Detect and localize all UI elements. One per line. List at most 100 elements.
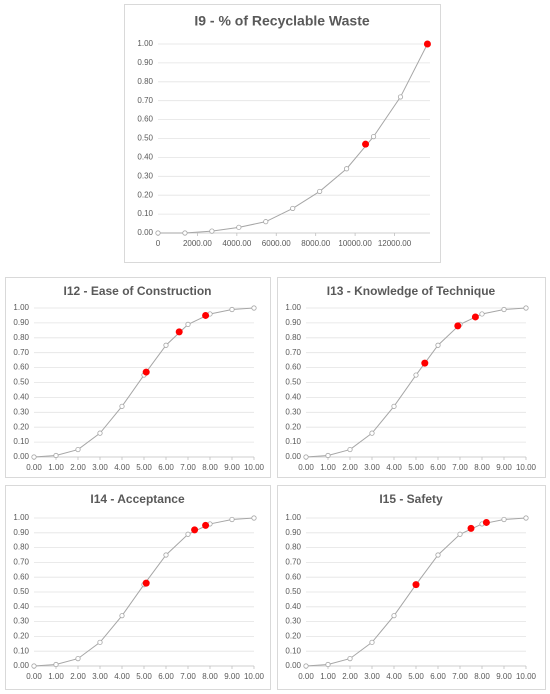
curve-marker bbox=[303, 663, 309, 669]
x-tick-label: 9.00 bbox=[224, 672, 240, 681]
y-tick-label: 0.40 bbox=[285, 602, 301, 611]
y-tick-label: 0.10 bbox=[13, 646, 29, 655]
y-tick-label: 0.70 bbox=[285, 348, 301, 357]
chart-frame bbox=[277, 277, 546, 478]
curve-marker bbox=[185, 531, 191, 537]
curve-marker bbox=[457, 531, 463, 537]
curve-marker bbox=[413, 372, 419, 378]
y-tick-label: 0.50 bbox=[137, 134, 153, 143]
curve-marker bbox=[397, 94, 404, 100]
x-tick-label: 10.00 bbox=[516, 672, 537, 681]
curve-marker bbox=[75, 655, 81, 662]
y-tick-label: 1.00 bbox=[285, 303, 301, 312]
y-tick-label: 0.90 bbox=[285, 318, 301, 327]
x-tick-label: 0.00 bbox=[26, 672, 42, 681]
x-tick-label: 8000.00 bbox=[301, 239, 330, 248]
y-tick-label: 0.50 bbox=[285, 378, 301, 387]
y-tick-label: 0.90 bbox=[285, 528, 301, 537]
curve-marker bbox=[317, 188, 323, 195]
y-tick-label: 0.90 bbox=[13, 318, 29, 327]
curve-marker bbox=[435, 552, 441, 558]
y-tick-label: 0.30 bbox=[285, 407, 301, 416]
curve-marker bbox=[182, 230, 188, 236]
y-tick-label: 0.00 bbox=[285, 661, 301, 670]
curve-marker bbox=[325, 452, 331, 459]
highlight-point bbox=[142, 368, 150, 376]
x-tick-label: 4.00 bbox=[386, 463, 402, 472]
x-tick-label: 6.00 bbox=[430, 672, 446, 681]
x-tick-label: 1.00 bbox=[48, 672, 64, 681]
y-tick-label: 0.40 bbox=[13, 602, 29, 611]
y-tick-label: 0.30 bbox=[285, 617, 301, 626]
y-tick-label: 0.80 bbox=[13, 333, 29, 342]
y-tick-label: 1.00 bbox=[13, 303, 29, 312]
curve-marker bbox=[479, 311, 485, 317]
curve-marker bbox=[347, 655, 353, 662]
y-tick-label: 0.20 bbox=[285, 422, 301, 431]
chart-title: I13 - Knowledge of Technique bbox=[327, 284, 496, 298]
x-tick-label: 8.00 bbox=[474, 463, 490, 472]
curve-marker bbox=[303, 454, 309, 460]
y-tick-label: 0.60 bbox=[13, 572, 29, 581]
chart-frame bbox=[5, 485, 271, 690]
x-tick-label: 9.00 bbox=[496, 672, 512, 681]
curve-marker bbox=[391, 403, 397, 409]
curve-marker bbox=[209, 228, 215, 234]
curve-marker bbox=[163, 552, 169, 558]
x-tick-label: 7.00 bbox=[452, 463, 468, 472]
x-tick-label: 2.00 bbox=[342, 463, 358, 472]
highlight-point bbox=[191, 526, 199, 534]
curve-marker bbox=[347, 446, 353, 453]
x-tick-label: 10.00 bbox=[244, 672, 265, 681]
curve-marker bbox=[369, 430, 375, 436]
y-tick-label: 0.10 bbox=[13, 437, 29, 446]
y-tick-label: 0.70 bbox=[13, 558, 29, 567]
x-tick-label: 7.00 bbox=[452, 672, 468, 681]
y-tick-label: 1.00 bbox=[13, 513, 29, 522]
curve-marker bbox=[263, 219, 269, 225]
x-tick-label: 1.00 bbox=[320, 463, 336, 472]
y-tick-label: 1.00 bbox=[137, 39, 153, 48]
x-tick-label: 3.00 bbox=[92, 672, 108, 681]
y-tick-label: 0.20 bbox=[285, 632, 301, 641]
curve-marker bbox=[97, 430, 103, 436]
x-tick-label: 5.00 bbox=[408, 463, 424, 472]
x-tick-label: 10.00 bbox=[244, 463, 265, 472]
y-tick-label: 0.00 bbox=[13, 661, 29, 670]
highlight-point bbox=[175, 328, 183, 336]
y-tick-label: 0.20 bbox=[13, 422, 29, 431]
y-tick-label: 0.30 bbox=[137, 171, 153, 180]
x-tick-label: 4.00 bbox=[114, 463, 130, 472]
curve-marker bbox=[53, 452, 59, 459]
curve-marker bbox=[97, 639, 103, 645]
y-tick-label: 0.70 bbox=[285, 558, 301, 567]
x-tick-label: 7.00 bbox=[180, 672, 196, 681]
y-tick-label: 0.50 bbox=[13, 378, 29, 387]
x-tick-label: 7.00 bbox=[180, 463, 196, 472]
x-tick-label: 4.00 bbox=[114, 672, 130, 681]
x-tick-label: 10000.00 bbox=[338, 239, 372, 248]
x-tick-label: 10.00 bbox=[516, 463, 537, 472]
highlight-point bbox=[471, 313, 479, 321]
chart-title: I15 - Safety bbox=[379, 492, 443, 506]
x-tick-label: 2.00 bbox=[342, 672, 358, 681]
curve-marker bbox=[229, 306, 235, 313]
chart-title: I9 - % of Recyclable Waste bbox=[194, 13, 370, 29]
highlight-point bbox=[202, 311, 210, 319]
y-tick-label: 0.40 bbox=[285, 393, 301, 402]
highlight-point bbox=[202, 521, 210, 529]
x-tick-label: 2.00 bbox=[70, 672, 86, 681]
x-tick-label: 3.00 bbox=[364, 463, 380, 472]
x-tick-label: 0.00 bbox=[298, 463, 314, 472]
chart-frame bbox=[277, 485, 546, 690]
x-tick-label: 8.00 bbox=[474, 672, 490, 681]
curve-marker bbox=[501, 516, 507, 523]
y-tick-label: 0.00 bbox=[13, 452, 29, 461]
x-tick-label: 1.00 bbox=[48, 463, 64, 472]
y-tick-label: 0.00 bbox=[285, 452, 301, 461]
x-tick-label: 5.00 bbox=[136, 672, 152, 681]
curve-marker bbox=[236, 224, 242, 230]
curve-marker bbox=[369, 639, 375, 645]
curve-marker bbox=[344, 166, 350, 172]
curve-marker bbox=[31, 663, 37, 669]
